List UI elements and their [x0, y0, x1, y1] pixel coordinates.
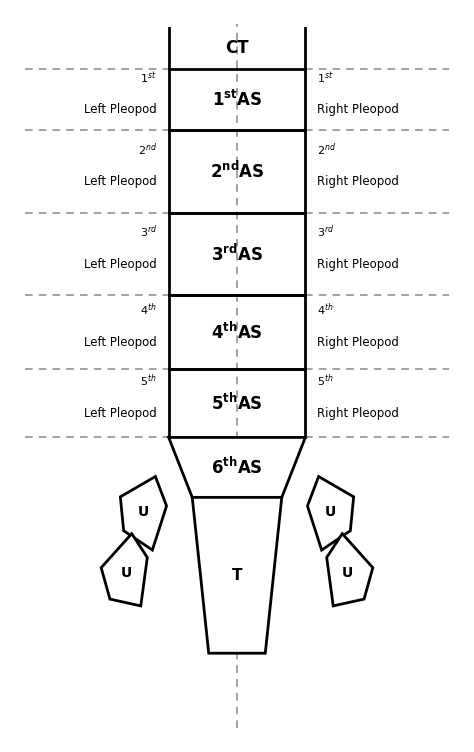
- Text: $2^{nd}$: $2^{nd}$: [138, 141, 157, 158]
- Text: Right Pleopod: Right Pleopod: [317, 175, 399, 188]
- Text: $\bf{5^{th}}$$\bf{AS}$: $\bf{5^{th}}$$\bf{AS}$: [211, 393, 263, 414]
- Text: Right Pleopod: Right Pleopod: [317, 335, 399, 348]
- Polygon shape: [327, 534, 373, 606]
- Text: T: T: [232, 568, 242, 583]
- Text: Left Pleopod: Left Pleopod: [84, 258, 157, 271]
- Text: $2^{nd}$: $2^{nd}$: [317, 141, 336, 158]
- Text: Left Pleopod: Left Pleopod: [84, 407, 157, 420]
- Text: U: U: [120, 566, 132, 580]
- Text: $3^{rd}$: $3^{rd}$: [139, 224, 157, 241]
- Text: Left Pleopod: Left Pleopod: [84, 103, 157, 117]
- Text: $1^{st}$: $1^{st}$: [317, 71, 334, 86]
- Text: $5^{th}$: $5^{th}$: [317, 373, 334, 390]
- Text: $3^{rd}$: $3^{rd}$: [317, 224, 335, 241]
- Text: CT: CT: [225, 39, 249, 57]
- Text: $4^{th}$: $4^{th}$: [140, 302, 157, 318]
- Text: $\bf{2^{nd}}$$\bf{AS}$: $\bf{2^{nd}}$$\bf{AS}$: [210, 161, 264, 182]
- Text: $\bf{3^{rd}}$$\bf{AS}$: $\bf{3^{rd}}$$\bf{AS}$: [211, 244, 263, 265]
- Text: U: U: [138, 505, 149, 519]
- Text: Right Pleopod: Right Pleopod: [317, 258, 399, 271]
- Text: Right Pleopod: Right Pleopod: [317, 103, 399, 117]
- Text: $\bf{4^{th}}$$\bf{AS}$: $\bf{4^{th}}$$\bf{AS}$: [211, 321, 263, 342]
- Polygon shape: [169, 438, 305, 497]
- Polygon shape: [192, 497, 282, 653]
- Text: $1^{st}$: $1^{st}$: [140, 71, 157, 86]
- Polygon shape: [308, 477, 354, 550]
- Text: Left Pleopod: Left Pleopod: [84, 175, 157, 188]
- Polygon shape: [101, 534, 147, 606]
- Text: $4^{th}$: $4^{th}$: [317, 302, 334, 318]
- Text: U: U: [342, 566, 354, 580]
- Text: $\bf{1^{st}}$$\bf{AS}$: $\bf{1^{st}}$$\bf{AS}$: [212, 89, 262, 110]
- Polygon shape: [120, 477, 166, 550]
- Text: Right Pleopod: Right Pleopod: [317, 407, 399, 420]
- Text: Left Pleopod: Left Pleopod: [84, 335, 157, 348]
- Text: $\bf{6^{th}}$$\bf{AS}$: $\bf{6^{th}}$$\bf{AS}$: [211, 456, 263, 478]
- Text: U: U: [325, 505, 336, 519]
- Text: $5^{th}$: $5^{th}$: [140, 373, 157, 390]
